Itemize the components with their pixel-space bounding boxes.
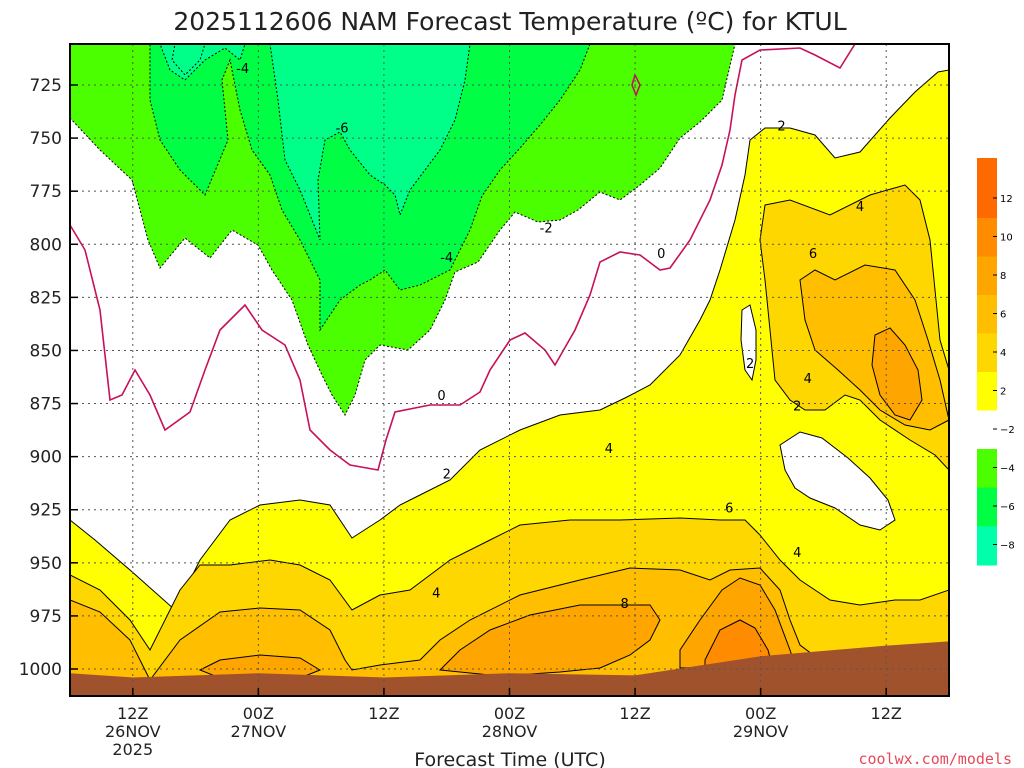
x-tick-date: 28NOV [482,722,538,741]
colorbar-label: 2 [1000,387,1006,398]
x-tick-label: 12Z [871,704,902,723]
terrain-fill [70,641,949,696]
y-tick-label: 775 [30,182,62,202]
x-tick-label: 12Z [368,704,399,723]
contour-label: -2 [540,221,553,236]
contour-label: 4 [432,587,440,602]
contour-label: 6 [725,502,733,517]
colorbar-segment [977,410,997,450]
contour-label: 2 [793,400,801,415]
colorbar-label: −4 [1000,464,1015,475]
x-tick-label: 00Z [745,704,776,723]
contour-fills [70,44,949,696]
terrain-ground [70,641,949,696]
colorbar-label: −2 [1000,425,1015,436]
contour-label: 0 [657,247,665,262]
x-axis-label: Forecast Time (UTC) [414,749,605,768]
y-tick-label: 900 [30,448,62,468]
credit-text: coolwx.com/models [858,750,1012,768]
x-tick-label: 00Z [243,704,274,723]
contour-label: 4 [793,546,801,561]
x-tick-label: 12Z [117,704,148,723]
x-tick-label: 00Z [494,704,525,723]
contour-label: 0 [437,389,445,404]
y-tick-label: 750 [30,129,62,149]
x-tick-date: 27NOV [231,722,287,741]
contour-label: 4 [804,372,812,387]
fill-8-10 [438,604,661,677]
fill-minus8-small [171,44,206,76]
contour-label: 6 [809,247,817,262]
hole-minus2-2-b [740,304,757,382]
y-tick-label: 1000 [19,660,62,680]
fill-minus6-minus4 [149,44,591,332]
contour-label: 8 [620,597,628,612]
x-tick-date: 29NOV [733,722,789,741]
colorbar-segment [977,449,997,489]
colorbar-bottom [977,527,997,565]
colorbar-segment [977,218,997,258]
colorbar-segment [977,372,997,412]
colorbar-label: 8 [1000,271,1006,282]
colorbar-segment [977,256,997,296]
x-tick-date: 26NOV [105,722,161,741]
contour-label: -4 [440,251,453,266]
colorbar-label: 10 [1000,233,1013,244]
y-tick-label: 875 [30,395,62,415]
contour-label: 2 [777,119,785,134]
colorbar-top [977,158,997,180]
colorbar-label: 6 [1000,310,1006,321]
colorbar-segment [977,487,997,527]
isotherm-zero-small [631,72,641,98]
y-axis: 725 750 775 800 825 850 875 900 925 950 975 1000 [19,76,78,680]
fill-minus8-minus6 [159,44,471,241]
contour-label: 2 [746,357,754,372]
isotherm-zero [70,44,856,471]
contour-label: 2 [443,468,451,483]
x-tick-label: 12Z [619,704,650,723]
grid [70,44,949,696]
chart-title: 2025112606 NAM Forecast Temperature (ºC)… [173,7,846,36]
y-tick-label: 825 [30,288,62,308]
contour-label: -4 [236,62,249,77]
colorbar: 12 10 8 6 4 2 −2 −4 −6 −8 [977,158,1015,566]
plot-frame [69,43,950,697]
colorbar-label: −8 [1000,541,1015,552]
contour-label: 4 [605,442,613,457]
contour-label: -6 [336,121,349,136]
y-tick-label: 800 [30,235,62,255]
contour-label: 4 [856,200,864,215]
fill-8-10-upper [871,327,923,421]
y-tick-label: 725 [30,76,62,96]
y-tick-label: 950 [30,554,62,574]
y-tick-label: 925 [30,501,62,521]
y-tick-label: 975 [30,607,62,627]
colorbar-label: 4 [1000,348,1006,359]
x-tick-year: 2025 [112,740,153,759]
y-tick-label: 850 [30,341,62,361]
colorbar-label: −6 [1000,502,1015,513]
colorbar-segment [977,333,997,373]
colorbar-segment [977,295,997,335]
colorbar-label: 12 [1000,194,1013,205]
colorbar-segment [977,179,997,219]
